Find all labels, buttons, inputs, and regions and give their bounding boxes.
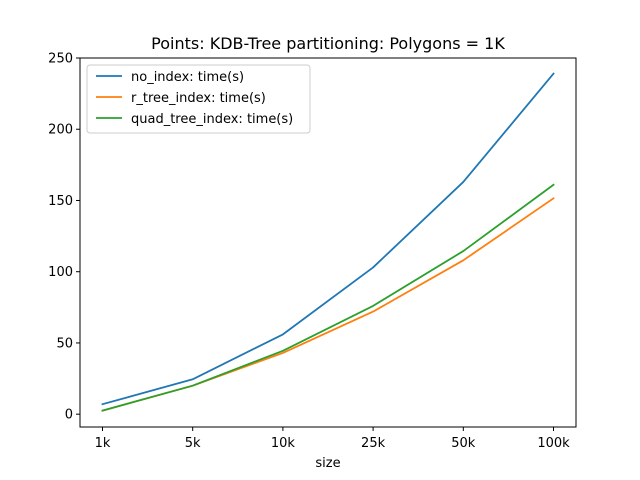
chart-title: Points: KDB-Tree partitioning: Polygons … bbox=[151, 34, 505, 53]
legend-entries: no_index: time(s) r_tree_index: time(s) qu… bbox=[96, 70, 293, 127]
legend-label: no_index: time(s) bbox=[131, 70, 244, 85]
series-lines bbox=[101, 72, 555, 412]
x-tick-label: 5k bbox=[185, 436, 201, 451]
legend: no_index: time(s) r_tree_index: time(s) qu… bbox=[86, 64, 311, 134]
x-tick-label: 25k bbox=[361, 436, 386, 451]
y-tick-label: 0 bbox=[65, 408, 73, 423]
x-axis: 1k 5k 10k 25k 50k 100k bbox=[95, 427, 570, 451]
y-tick-label: 150 bbox=[48, 194, 73, 209]
series-line bbox=[101, 197, 555, 412]
series-line bbox=[101, 72, 555, 406]
x-tick-label: 1k bbox=[95, 436, 111, 451]
legend-label: quad_tree_index: time(s) bbox=[131, 112, 293, 127]
y-tick-label: 200 bbox=[48, 123, 73, 138]
x-tick-label: 50k bbox=[451, 436, 476, 451]
x-axis-label: size bbox=[315, 456, 340, 471]
legend-box bbox=[86, 64, 311, 134]
x-tick-label: 10k bbox=[271, 436, 296, 451]
y-tick-label: 50 bbox=[56, 336, 73, 351]
y-axis: 0 50 100 150 200 250 bbox=[48, 52, 80, 423]
y-tick-label: 250 bbox=[48, 52, 73, 67]
legend-label: r_tree_index: time(s) bbox=[131, 91, 266, 106]
plot-frame bbox=[79, 57, 577, 428]
x-tick-label: 100k bbox=[537, 436, 570, 451]
series-line bbox=[101, 183, 555, 412]
y-tick-label: 100 bbox=[48, 265, 73, 280]
